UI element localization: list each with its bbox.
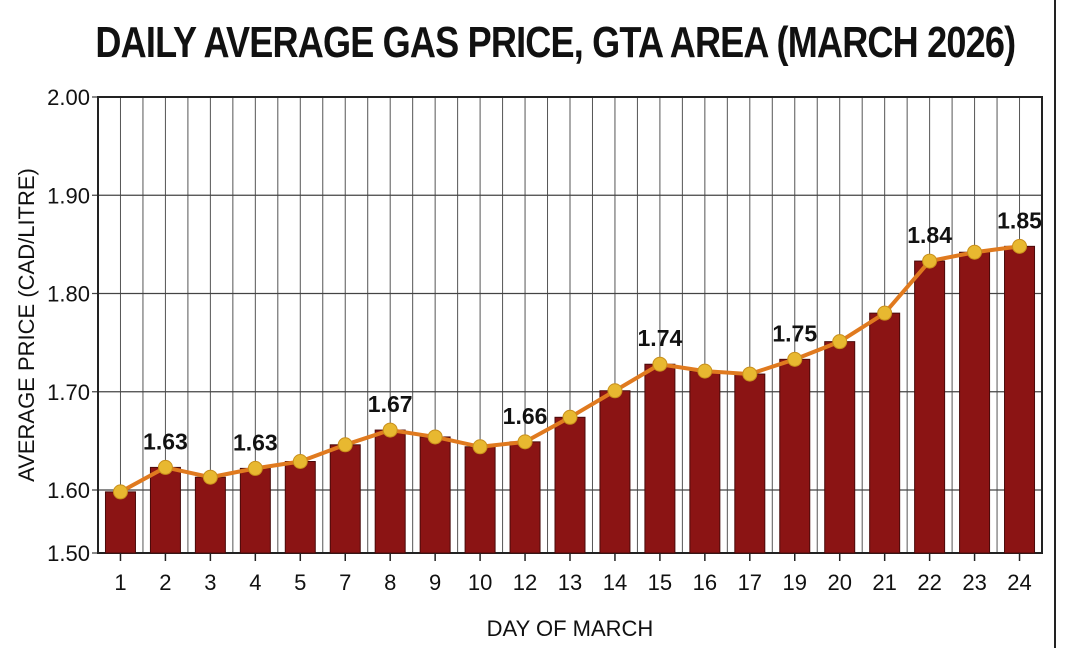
x-tick-label: 23 — [962, 570, 986, 595]
data-point — [697, 363, 713, 379]
x-tick-label: 7 — [339, 570, 351, 595]
data-label: 1.67 — [368, 391, 413, 417]
data-point — [742, 366, 758, 382]
data-point — [292, 454, 308, 470]
x-tick-label: 1 — [114, 570, 126, 595]
x-tick-label: 8 — [384, 570, 396, 595]
bar — [509, 441, 541, 554]
bar — [824, 341, 856, 554]
bar — [554, 416, 586, 554]
data-point — [562, 409, 578, 425]
x-tick-label: 9 — [429, 570, 441, 595]
data-label: 1.63 — [143, 428, 188, 454]
bar — [734, 373, 766, 554]
data-label: 1.84 — [907, 222, 952, 248]
x-tick-label: 14 — [603, 570, 627, 595]
y-tick-label: 2.00 — [47, 85, 90, 110]
data-label: 1.63 — [233, 429, 278, 455]
data-point — [787, 351, 803, 367]
x-tick-label: 15 — [648, 570, 672, 595]
data-label: 1.74 — [638, 325, 683, 351]
bar — [464, 446, 496, 554]
data-point — [337, 437, 353, 453]
data-point — [967, 244, 983, 260]
data-point — [427, 429, 443, 445]
bar — [284, 461, 316, 554]
x-tick-label: 21 — [872, 570, 896, 595]
data-point — [112, 484, 128, 500]
x-tick-label: 24 — [1007, 570, 1031, 595]
chart-title: DAILY AVERAGE GAS PRICE, GTA AREA (MARCH… — [95, 18, 1016, 67]
y-tick-label: 1.50 — [47, 541, 90, 566]
bar — [104, 491, 136, 554]
bar — [869, 312, 901, 554]
x-tick-label: 17 — [738, 570, 762, 595]
bar — [1004, 245, 1036, 554]
data-point — [832, 334, 848, 350]
data-point — [202, 469, 218, 485]
bar — [374, 429, 406, 554]
bar — [194, 476, 226, 554]
bar — [689, 370, 721, 554]
data-point — [1012, 238, 1028, 254]
data-point — [922, 253, 938, 269]
y-tick-label: 1.60 — [47, 478, 90, 503]
y-tick-label: 1.90 — [47, 183, 90, 208]
data-point — [877, 305, 893, 321]
data-point — [607, 383, 623, 399]
x-tick-label: 2 — [159, 570, 171, 595]
x-tick-label: 10 — [468, 570, 492, 595]
y-tick-label: 1.80 — [47, 282, 90, 307]
x-tick-label: 12 — [513, 570, 537, 595]
data-point — [382, 422, 398, 438]
data-point — [247, 460, 263, 476]
bar — [599, 390, 631, 554]
x-tick-label: 4 — [249, 570, 261, 595]
data-label: 1.85 — [997, 207, 1042, 233]
bar — [149, 466, 181, 554]
bar — [779, 358, 811, 554]
x-tick-label: 13 — [558, 570, 582, 595]
x-tick-label: 5 — [294, 570, 306, 595]
bar — [239, 467, 271, 554]
data-label: 1.75 — [772, 320, 817, 346]
x-tick-label: 22 — [917, 570, 941, 595]
data-point — [472, 439, 488, 455]
bar — [959, 251, 991, 554]
x-tick-label: 3 — [204, 570, 216, 595]
bar — [329, 444, 361, 554]
bar — [644, 363, 676, 554]
x-axis-label: DAY OF MARCH — [487, 616, 654, 641]
x-tick-label: 16 — [693, 570, 717, 595]
x-tick-label: 20 — [827, 570, 851, 595]
data-point — [652, 356, 668, 372]
bar — [419, 436, 451, 554]
y-tick-label: 1.70 — [47, 380, 90, 405]
bar — [914, 260, 946, 554]
data-label: 1.66 — [503, 403, 548, 429]
y-axis-label: AVERAGE PRICE (CAD/LITRE) — [14, 168, 39, 482]
x-tick-label: 19 — [783, 570, 807, 595]
data-point — [517, 434, 533, 450]
frame-border — [1054, 0, 1056, 648]
data-point — [157, 459, 173, 475]
